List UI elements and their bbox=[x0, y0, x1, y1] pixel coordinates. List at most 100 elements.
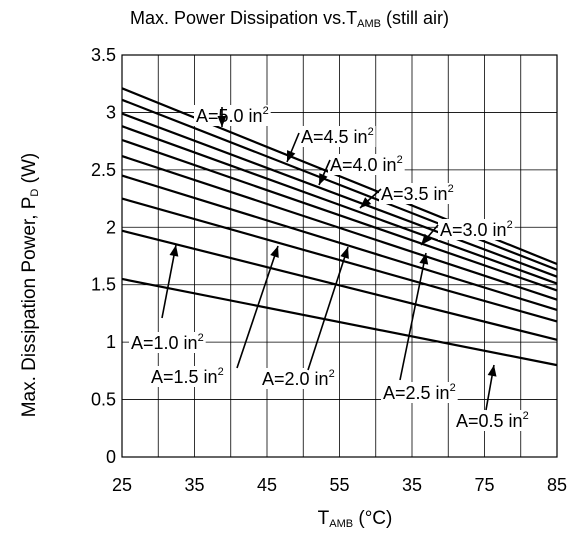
annotation-label-text: A=0.5 in bbox=[456, 411, 523, 431]
annotation-arrow-head bbox=[419, 253, 429, 265]
chart-title-subscript: AMB bbox=[357, 18, 381, 30]
annotation-arrow-shaft bbox=[161, 244, 177, 319]
annotation-arrow-head bbox=[270, 246, 279, 258]
x-tick-label: 55 bbox=[329, 475, 349, 495]
annotation-label-text: A=3.5 in bbox=[381, 184, 448, 204]
y-tick-label: 0 bbox=[106, 447, 116, 467]
annotation-arrow-head bbox=[169, 245, 179, 257]
y-tick-label: 1 bbox=[106, 332, 116, 352]
annotation-label-text: A=1.5 in bbox=[151, 367, 218, 387]
annotation: A=3.0 in2 bbox=[420, 219, 515, 246]
annotation-label: A=3.5 in2 bbox=[381, 183, 454, 204]
annotation-label-superscript: 2 bbox=[198, 332, 204, 344]
y-tick-labels: 0 0.5 1 1.5 2 2.5 3 3.5 bbox=[91, 45, 116, 467]
x-tick-label: 25 bbox=[112, 475, 132, 495]
annotation-label-text: A=3.0 in bbox=[440, 220, 507, 240]
y-tick-label: 3.5 bbox=[91, 45, 116, 65]
series-line bbox=[121, 155, 558, 301]
annotation-arrow-shaft bbox=[399, 252, 427, 381]
annotation: A=3.5 in2 bbox=[359, 183, 456, 209]
annotation-label: A=4.0 in2 bbox=[330, 154, 403, 175]
annotation-arrow-head bbox=[487, 365, 497, 377]
annotation-label-superscript: 2 bbox=[218, 366, 224, 378]
annotation-background bbox=[438, 219, 515, 240]
y-tick-label: 2 bbox=[106, 217, 116, 237]
x-axis-label-subscript: AMB bbox=[329, 518, 354, 530]
annotation-arrow-shaft bbox=[307, 246, 349, 371]
plot-frame bbox=[121, 54, 558, 458]
annotation-arrow-head bbox=[217, 116, 227, 127]
annotation-label: A=0.5 in2 bbox=[456, 410, 529, 431]
annotation-label: A=5.0 in2 bbox=[196, 105, 269, 126]
annotation-label-superscript: 2 bbox=[368, 126, 374, 138]
x-tick-label: 85 bbox=[547, 475, 567, 495]
y-axis-label-main: Max. Dissipation Power, P bbox=[19, 196, 40, 418]
annotation: A=4.0 in2 bbox=[318, 154, 405, 186]
series-line bbox=[121, 125, 558, 285]
annotation-background bbox=[149, 366, 226, 387]
x-tick-label: 75 bbox=[474, 475, 494, 495]
annotation-label-superscript: 2 bbox=[329, 368, 335, 380]
y-tick-label: 1.5 bbox=[91, 275, 116, 295]
annotation-background bbox=[381, 382, 458, 403]
annotation-background bbox=[260, 368, 337, 389]
annotation: A=1.0 in2 bbox=[129, 244, 206, 353]
y-tick-label: 2.5 bbox=[91, 160, 116, 180]
annotation-background bbox=[129, 332, 206, 353]
annotation-arrow-shaft bbox=[236, 245, 279, 369]
series-line bbox=[121, 98, 558, 271]
annotation: A=2.0 in2 bbox=[260, 246, 349, 389]
y-axis-label: Max. Dissipation Power, PD (W) bbox=[19, 153, 41, 418]
annotation-label-text: A=5.0 in bbox=[196, 106, 263, 126]
annotation-background bbox=[328, 154, 405, 175]
series-line bbox=[121, 174, 558, 312]
chart-title-main: Max. Power Dissipation vs.T bbox=[130, 8, 358, 28]
chart-title-tail: (still air) bbox=[380, 8, 449, 28]
y-axis-label-tail: (W) bbox=[19, 152, 40, 189]
y-tick-label: 0.5 bbox=[91, 390, 116, 410]
annotation-label-text: A=4.0 in bbox=[330, 155, 397, 175]
annotation-label-text: A=2.5 in bbox=[383, 383, 450, 403]
annotation: A=0.5 in2 bbox=[454, 364, 531, 431]
series-line bbox=[121, 112, 558, 278]
annotation-arrow-head bbox=[360, 197, 372, 208]
annotation-label-superscript: 2 bbox=[448, 183, 454, 195]
annotation-label: A=2.0 in2 bbox=[262, 368, 335, 389]
x-tick-label: 35 bbox=[402, 475, 422, 495]
annotation: A=4.5 in2 bbox=[286, 126, 376, 163]
annotation-background bbox=[379, 183, 456, 204]
annotation: A=2.5 in2 bbox=[381, 252, 458, 403]
annotation-label: A=2.5 in2 bbox=[383, 382, 456, 403]
x-axis-label: TAMB (°C) bbox=[230, 508, 480, 530]
x-tick-label: 35 bbox=[184, 475, 204, 495]
x-axis-label-main: T bbox=[317, 508, 330, 529]
annotation-arrow-head bbox=[319, 173, 328, 185]
annotation-label-superscript: 2 bbox=[523, 410, 529, 422]
annotation-background bbox=[299, 126, 376, 147]
annotation-arrow-head bbox=[421, 233, 432, 245]
series-line bbox=[121, 277, 558, 367]
series-line bbox=[121, 138, 558, 292]
annotation-label-superscript: 2 bbox=[507, 219, 513, 231]
x-tick-label: 45 bbox=[257, 475, 277, 495]
annotation-label-superscript: 2 bbox=[263, 105, 269, 117]
annotation-label-text: A=1.0 in bbox=[131, 333, 198, 353]
y-axis-label-subscript: D bbox=[29, 188, 41, 197]
chart-title: Max. Power Dissipation vs.TAMB (still ai… bbox=[0, 8, 579, 30]
annotation-background bbox=[194, 105, 271, 126]
annotation: A=5.0 in2 bbox=[194, 105, 271, 127]
annotation-label-superscript: 2 bbox=[397, 154, 403, 166]
annotation-arrow-head bbox=[340, 247, 349, 259]
annotation-arrow-head bbox=[287, 150, 296, 162]
y-tick-label: 3 bbox=[106, 102, 116, 122]
annotation-label-text: A=4.5 in bbox=[301, 127, 368, 147]
annotation-label-text: A=2.0 in bbox=[262, 369, 329, 389]
annotation-background bbox=[454, 410, 531, 431]
annotation-label: A=1.5 in2 bbox=[151, 366, 224, 387]
x-tick-labels: 25 35 45 55 35 75 85 bbox=[112, 475, 567, 495]
annotation-label: A=4.5 in2 bbox=[301, 126, 374, 147]
series-lines bbox=[121, 87, 558, 367]
series-line bbox=[121, 197, 558, 323]
